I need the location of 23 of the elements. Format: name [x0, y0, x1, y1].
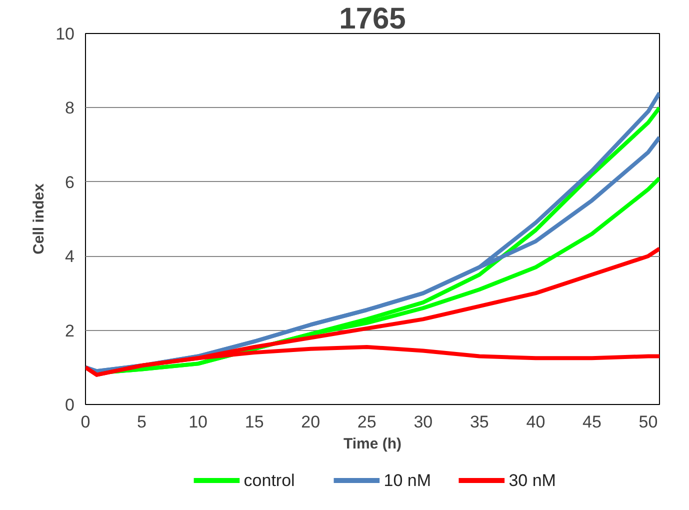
x-tick-label: 50 [638, 412, 658, 432]
y-tick-label: 4 [65, 247, 75, 266]
legend-label: control [244, 471, 295, 490]
y-axis-title: Cell index [30, 182, 48, 254]
x-tick-label: 40 [526, 412, 546, 432]
chart-title: 1765 [339, 2, 406, 36]
x-tick-label: 25 [357, 412, 376, 432]
x-tick-label: 30 [414, 412, 433, 432]
x-axis-title: Time (h) [343, 436, 402, 452]
legend-label: 30 nM [508, 471, 556, 490]
y-tick-label: 2 [65, 321, 75, 340]
x-tick-label: 10 [188, 412, 208, 432]
x-tick-label: 20 [301, 412, 320, 432]
y-tick-label: 8 [65, 98, 75, 118]
y-tick-label: 6 [65, 172, 75, 192]
y-tick-label: 10 [56, 24, 75, 44]
legend-label: 10 nM [384, 471, 431, 490]
x-tick-label: 5 [137, 412, 147, 432]
x-tick-label: 15 [244, 412, 264, 432]
x-tick-label: 45 [582, 412, 602, 432]
y-tick-label: 0 [65, 396, 75, 414]
x-tick-label: 35 [470, 412, 489, 432]
x-tick-label: 0 [80, 412, 90, 432]
